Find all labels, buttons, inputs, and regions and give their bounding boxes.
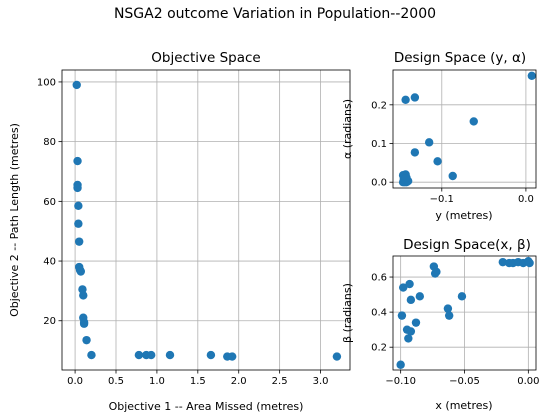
design_x_beta-point: [444, 311, 454, 320]
objective-point: [74, 237, 84, 246]
objective-point: [146, 350, 156, 360]
design_x_beta-point: [415, 292, 425, 301]
design_y_alpha-point: [424, 138, 434, 147]
objective-point: [332, 352, 342, 361]
design-space-x-beta-title: Design Space(x, β): [403, 237, 531, 253]
objective-ytick-label: 20: [43, 316, 56, 327]
objective-point: [87, 350, 96, 360]
design_x_beta-point: [457, 292, 467, 301]
design-space-x-beta-xlabel: x (metres): [435, 399, 492, 412]
objective-ytick-label: 100: [37, 77, 56, 88]
design_y_alpha-point: [410, 148, 420, 157]
objective-xtick-label: 0.0: [67, 376, 83, 387]
design-space-y-alpha-xlabel: y (metres): [435, 209, 492, 222]
design_x_beta-point: [432, 267, 441, 276]
design_y_alpha-ytick-label: 0.2: [371, 100, 387, 111]
design_y_alpha-xtick-label: −0.1: [430, 194, 454, 205]
objective-xtick-label: 3.0: [313, 376, 329, 387]
objective-point: [227, 352, 237, 361]
objective-point: [206, 350, 216, 360]
objective-xtick-label: 1.5: [190, 376, 206, 387]
design_y_alpha-point: [527, 71, 536, 81]
design-space-y-alpha-frame: [392, 69, 537, 189]
objective-point: [79, 291, 88, 300]
objective-point: [76, 267, 86, 276]
design_y_alpha-point: [401, 95, 410, 104]
design_x_beta-point: [411, 318, 421, 327]
design_x_beta-ytick-label: 0.6: [371, 273, 387, 284]
objective-xtick-label: 2.5: [272, 376, 288, 387]
design_x_beta-point: [525, 258, 534, 268]
design_y_alpha-point: [469, 117, 478, 126]
design_x_beta-xtick-label: −0.10: [385, 376, 416, 387]
objective-xtick-label: 0.5: [108, 376, 124, 387]
design_x_beta-ytick-label: 0.2: [371, 343, 387, 354]
design-space-y-alpha-ylabel: α (radians): [341, 99, 354, 159]
design_x_beta-point: [405, 279, 414, 289]
design_y_alpha-point: [448, 171, 457, 181]
objective-xtick-label: 1.0: [149, 376, 165, 387]
objective-point: [73, 156, 82, 166]
objective-ytick-label: 60: [43, 197, 56, 208]
objective-point: [79, 319, 89, 328]
objective-space-title: Objective Space: [151, 50, 260, 66]
objective-point: [165, 350, 175, 360]
objective-point: [82, 335, 91, 345]
design_y_alpha-point: [433, 157, 442, 166]
design_x_beta-point: [399, 283, 408, 292]
design_y_alpha-ytick-label: 0.0: [371, 178, 387, 189]
design-space-y-alpha-panel: Design Space (y, α) −0.1 0.0 0.0 0.1 0.2 y (…: [341, 50, 537, 222]
objective-ytick-label: 40: [43, 257, 56, 268]
design_x_beta-point: [396, 360, 405, 369]
design_x_beta-ytick-label: 0.4: [371, 308, 387, 319]
objective-space-frame: [61, 69, 351, 371]
objective-space-panel: Objective Space 0.0 0.5 1.0 1.5 2.0 2.5 3.0 20 4…: [8, 50, 351, 413]
design_y_alpha-ytick-label: 0.1: [371, 139, 387, 150]
design_x_beta-point: [406, 295, 416, 305]
objective-space-ylabel: Objective 2 -- Path Length (metres): [8, 123, 21, 317]
design_x_beta-point: [498, 257, 508, 267]
design_x_beta-point: [397, 311, 407, 320]
objective-xtick-label: 2.0: [231, 376, 247, 387]
design_y_alpha-point: [410, 93, 420, 102]
design_x_beta-point: [406, 327, 416, 336]
design_y_alpha-point: [401, 174, 410, 183]
design_y_alpha-xtick-label: 0.0: [518, 194, 534, 205]
objective-point: [72, 80, 81, 90]
design_x_beta-point: [404, 334, 413, 343]
design-space-x-beta-panel: Design Space(x, β) −0.10 −0.05 0.00 0.2 0.4 0…: [341, 237, 539, 412]
design_x_beta-xtick-label: −0.05: [449, 376, 480, 387]
objective-point: [74, 219, 83, 228]
design-space-y-alpha-title: Design Space (y, α): [394, 50, 526, 66]
design_x_beta-xtick-label: 0.00: [517, 376, 539, 387]
objective-ytick-label: 80: [43, 137, 56, 148]
objective-point: [134, 350, 144, 360]
objective-point: [74, 201, 83, 211]
objective-space-xlabel: Objective 1 -- Area Missed (metres): [109, 400, 304, 413]
figure-suptitle: NSGA2 outcome Variation in Population--2…: [114, 6, 436, 22]
objective-point: [73, 183, 82, 193]
design_x_beta-point: [443, 304, 453, 313]
design-space-x-beta-ylabel: β (radians): [341, 283, 354, 343]
